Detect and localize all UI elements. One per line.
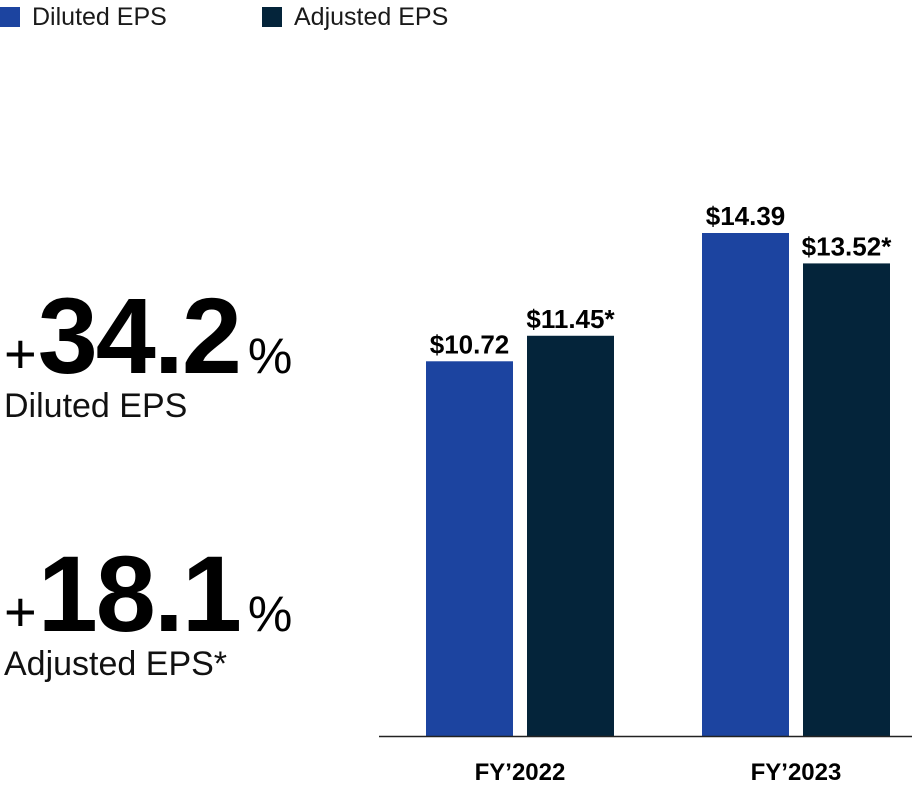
x-tick-label-2: FY’2023 — [751, 759, 842, 786]
stat-percent-sign: % — [247, 586, 293, 642]
stat-label: Diluted EPS — [4, 387, 188, 425]
stat-percent-sign: % — [247, 328, 293, 384]
stat-plus-sign: + — [4, 322, 37, 385]
bar-diluted-eps-1 — [426, 361, 513, 736]
stat-diluted-eps-growth: + 34.2 % Diluted EPS — [4, 282, 292, 426]
chart-legend: Diluted EPS Adjusted EPS — [0, 0, 912, 34]
stat-number: 34.2 — [37, 275, 242, 396]
legend-item-diluted-eps: Diluted EPS — [0, 2, 167, 32]
bar-adjusted-eps-1 — [527, 335, 614, 736]
stat-label: Adjusted EPS* — [4, 645, 228, 683]
legend-swatch-diluted-eps — [0, 7, 20, 27]
stat-value: + 34.2 % — [4, 282, 292, 390]
stat-adjusted-eps-growth: + 18.1 % Adjusted EPS* — [4, 540, 292, 684]
legend-label-diluted-eps: Diluted EPS — [32, 3, 167, 31]
legend-label-adjusted-eps: Adjusted EPS — [294, 3, 449, 31]
stat-value: + 18.1 % — [4, 540, 292, 648]
bar-adjusted-eps-2 — [803, 263, 890, 736]
bar-diluted-eps-2 — [702, 233, 789, 736]
data-label-adjusted-eps-1: $11.45* — [526, 304, 615, 334]
data-label-diluted-eps-2: $14.39 — [706, 201, 786, 231]
x-tick-label-1: FY’2022 — [475, 759, 566, 786]
stat-number: 18.1 — [37, 533, 242, 654]
legend-swatch-adjusted-eps — [262, 7, 282, 27]
stat-plus-sign: + — [4, 580, 37, 643]
data-label-diluted-eps-1: $10.72 — [430, 329, 510, 359]
data-label-adjusted-eps-2: $13.52* — [802, 231, 893, 261]
legend-item-adjusted-eps: Adjusted EPS — [262, 2, 448, 32]
